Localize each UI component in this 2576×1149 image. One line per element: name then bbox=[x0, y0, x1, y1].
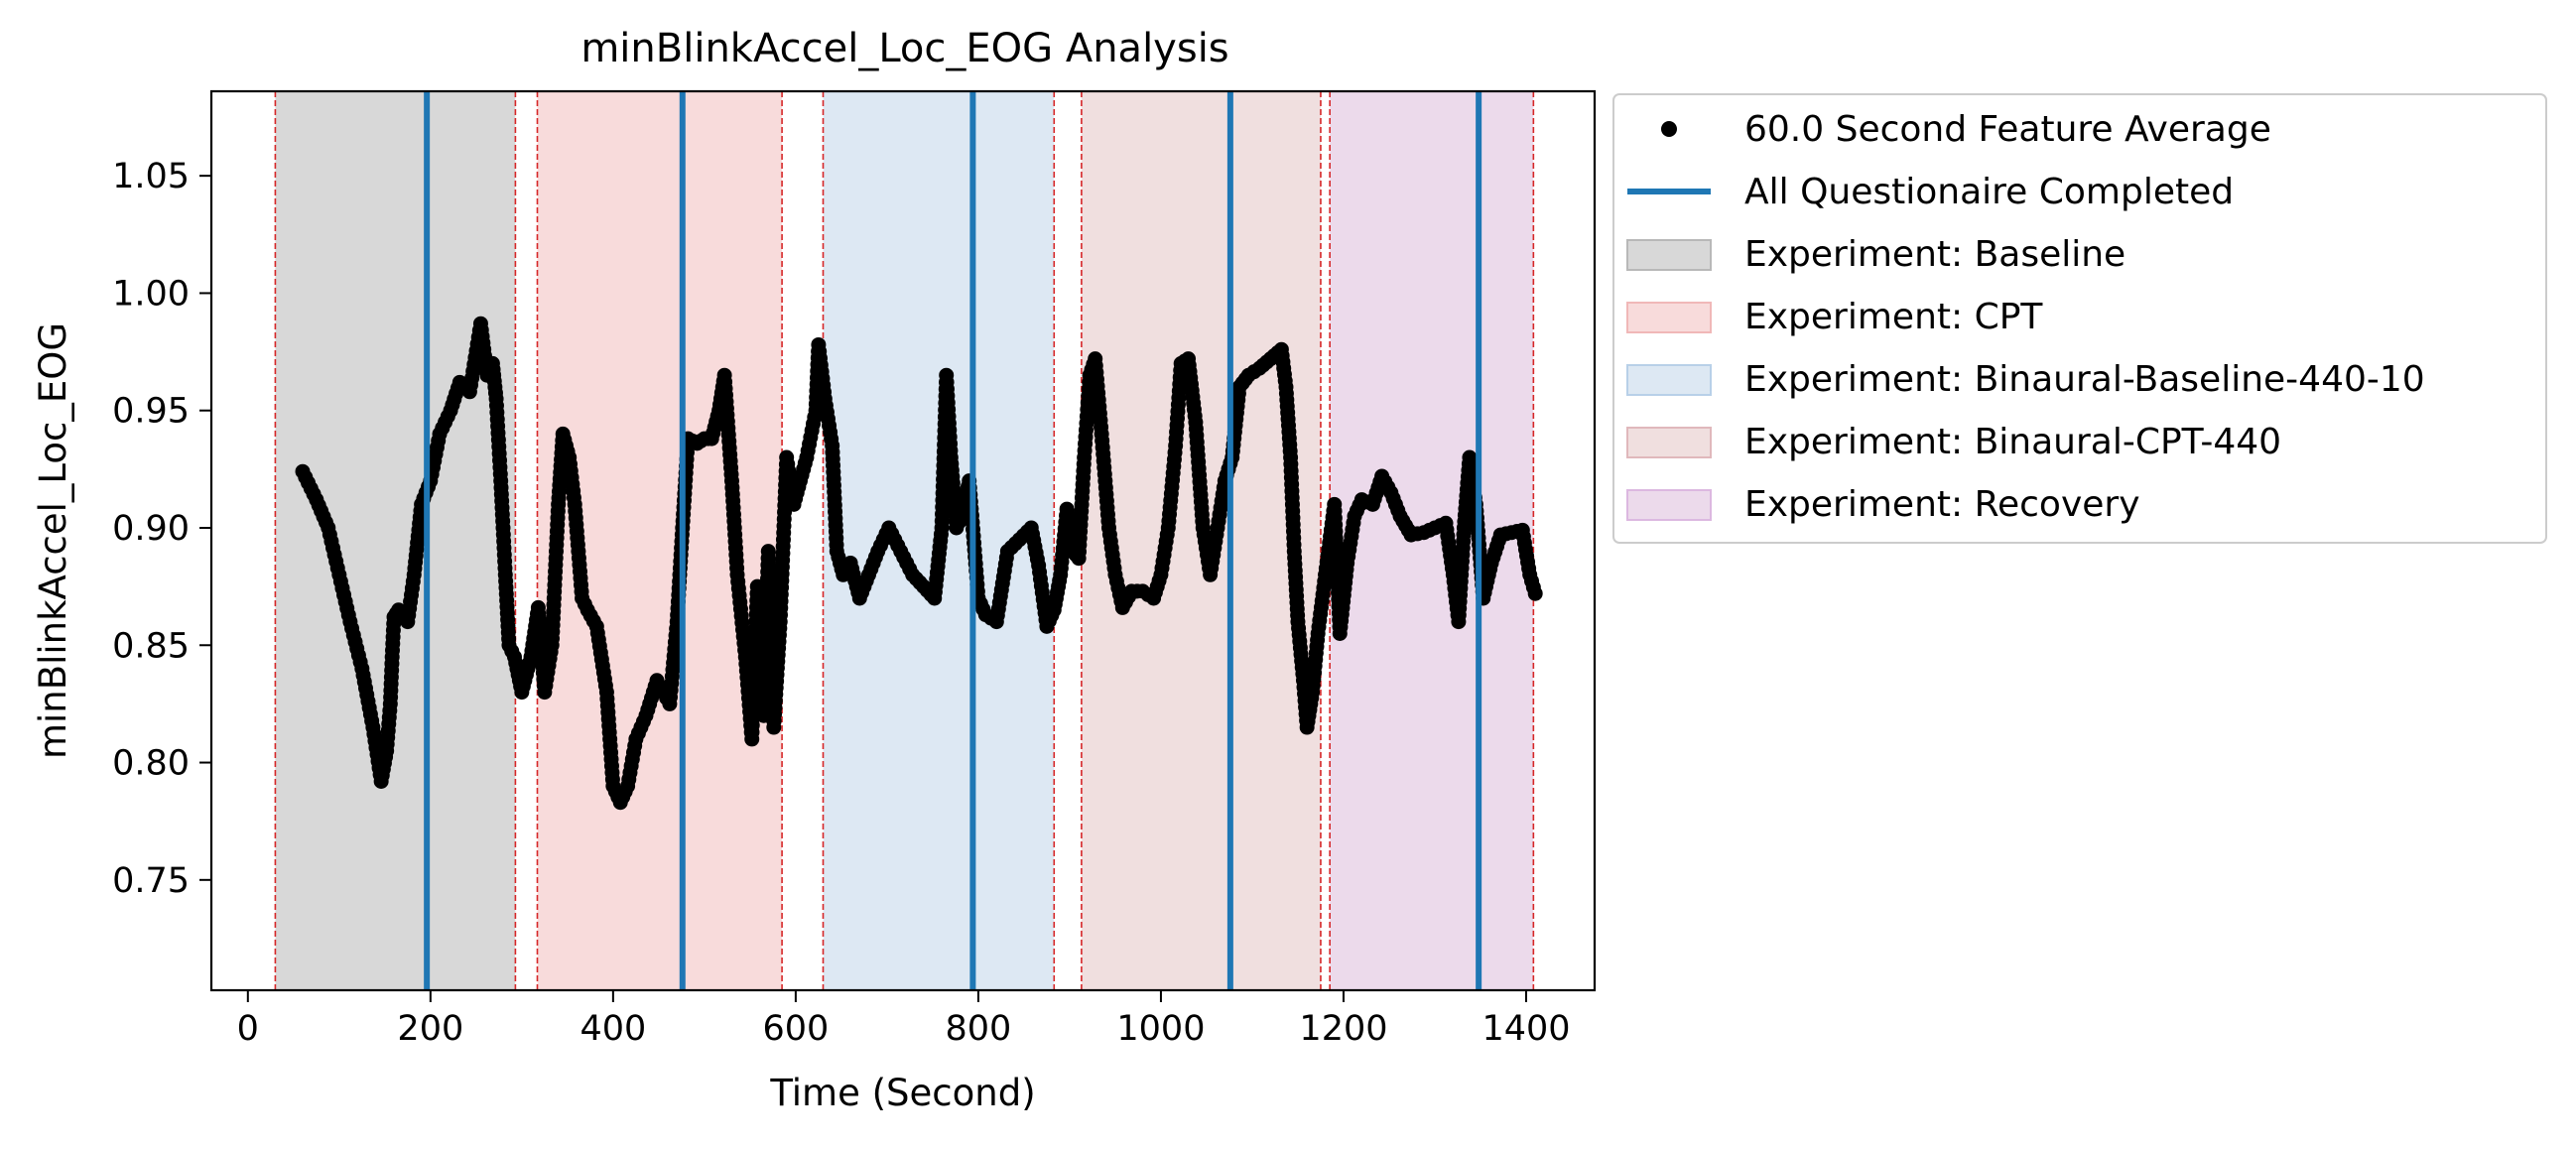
y-tick-label: 0.95 bbox=[112, 392, 190, 432]
chart-title: minBlinkAccel_Loc_EOG Analysis bbox=[580, 26, 1228, 71]
x-axis: 0 200 400 600 800 1000 1200 1400 bbox=[237, 990, 1571, 1049]
plot-area bbox=[209, 89, 1597, 992]
legend-item-experiment-binaural-cpt-440: Experiment: Binaural-CPT-440 bbox=[1626, 422, 2281, 462]
x-tick-label: 0 bbox=[237, 1009, 259, 1049]
y-tick-label: 0.80 bbox=[112, 744, 190, 784]
legend-patch-icon bbox=[1626, 489, 1712, 521]
x-tick-label: 1000 bbox=[1116, 1009, 1205, 1049]
feature-average-points bbox=[295, 316, 1543, 811]
legend-label: Experiment: Baseline bbox=[1744, 234, 2125, 275]
legend-patch-icon bbox=[1626, 302, 1712, 333]
x-tick-label: 400 bbox=[580, 1009, 646, 1049]
legend-marker-icon bbox=[1661, 121, 1677, 137]
y-tick-label: 1.05 bbox=[112, 157, 190, 196]
legend: 60.0 Second Feature Average All Questiona… bbox=[1612, 93, 2547, 544]
y-tick-label: 1.00 bbox=[112, 274, 190, 314]
legend-patch-icon bbox=[1626, 239, 1712, 271]
legend-item-60-0-second-feature-average: 60.0 Second Feature Average bbox=[1661, 109, 2271, 150]
legend-frame bbox=[1612, 93, 2547, 544]
legend-patch-icon bbox=[1626, 427, 1712, 458]
y-axis: 0.75 0.80 0.85 0.90 0.95 1.00 1.05 bbox=[112, 157, 211, 901]
legend-label: All Questionaire Completed bbox=[1744, 172, 2234, 212]
legend-item-experiment-baseline: Experiment: Baseline bbox=[1626, 234, 2125, 275]
plot-frame bbox=[209, 89, 1597, 992]
legend-label: Experiment: CPT bbox=[1744, 297, 2043, 337]
y-tick-label: 0.90 bbox=[112, 509, 190, 549]
x-tick-label: 1400 bbox=[1481, 1009, 1570, 1049]
x-tick-label: 800 bbox=[946, 1009, 1012, 1049]
legend-label: Experiment: Recovery bbox=[1744, 484, 2140, 525]
x-tick-label: 200 bbox=[397, 1009, 463, 1049]
y-tick-label: 0.85 bbox=[112, 626, 190, 666]
legend-patch-icon bbox=[1626, 364, 1712, 396]
legend-item-all-questionaire-completed: All Questionaire Completed bbox=[1627, 172, 2234, 212]
y-tick-label: 0.75 bbox=[112, 861, 190, 901]
x-axis-label: Time (Second) bbox=[769, 1072, 1035, 1114]
x-tick-label: 600 bbox=[762, 1009, 829, 1049]
legend-label: Experiment: Binaural-Baseline-440-10 bbox=[1744, 359, 2425, 400]
legend-item-experiment-cpt: Experiment: CPT bbox=[1626, 297, 2043, 337]
experiment-span-baseline bbox=[275, 91, 516, 990]
x-tick-label: 1200 bbox=[1299, 1009, 1387, 1049]
legend-label: 60.0 Second Feature Average bbox=[1744, 109, 2271, 150]
legend-item-experiment-binaural-baseline-440-10: Experiment: Binaural-Baseline-440-10 bbox=[1626, 359, 2425, 400]
questionnaire-lines bbox=[424, 91, 1482, 990]
legend-label: Experiment: Binaural-CPT-440 bbox=[1744, 422, 2281, 462]
data-point bbox=[1527, 585, 1543, 601]
y-axis-label: minBlinkAccel_Loc_EOG bbox=[32, 322, 74, 759]
legend-item-experiment-recovery: Experiment: Recovery bbox=[1626, 484, 2140, 525]
